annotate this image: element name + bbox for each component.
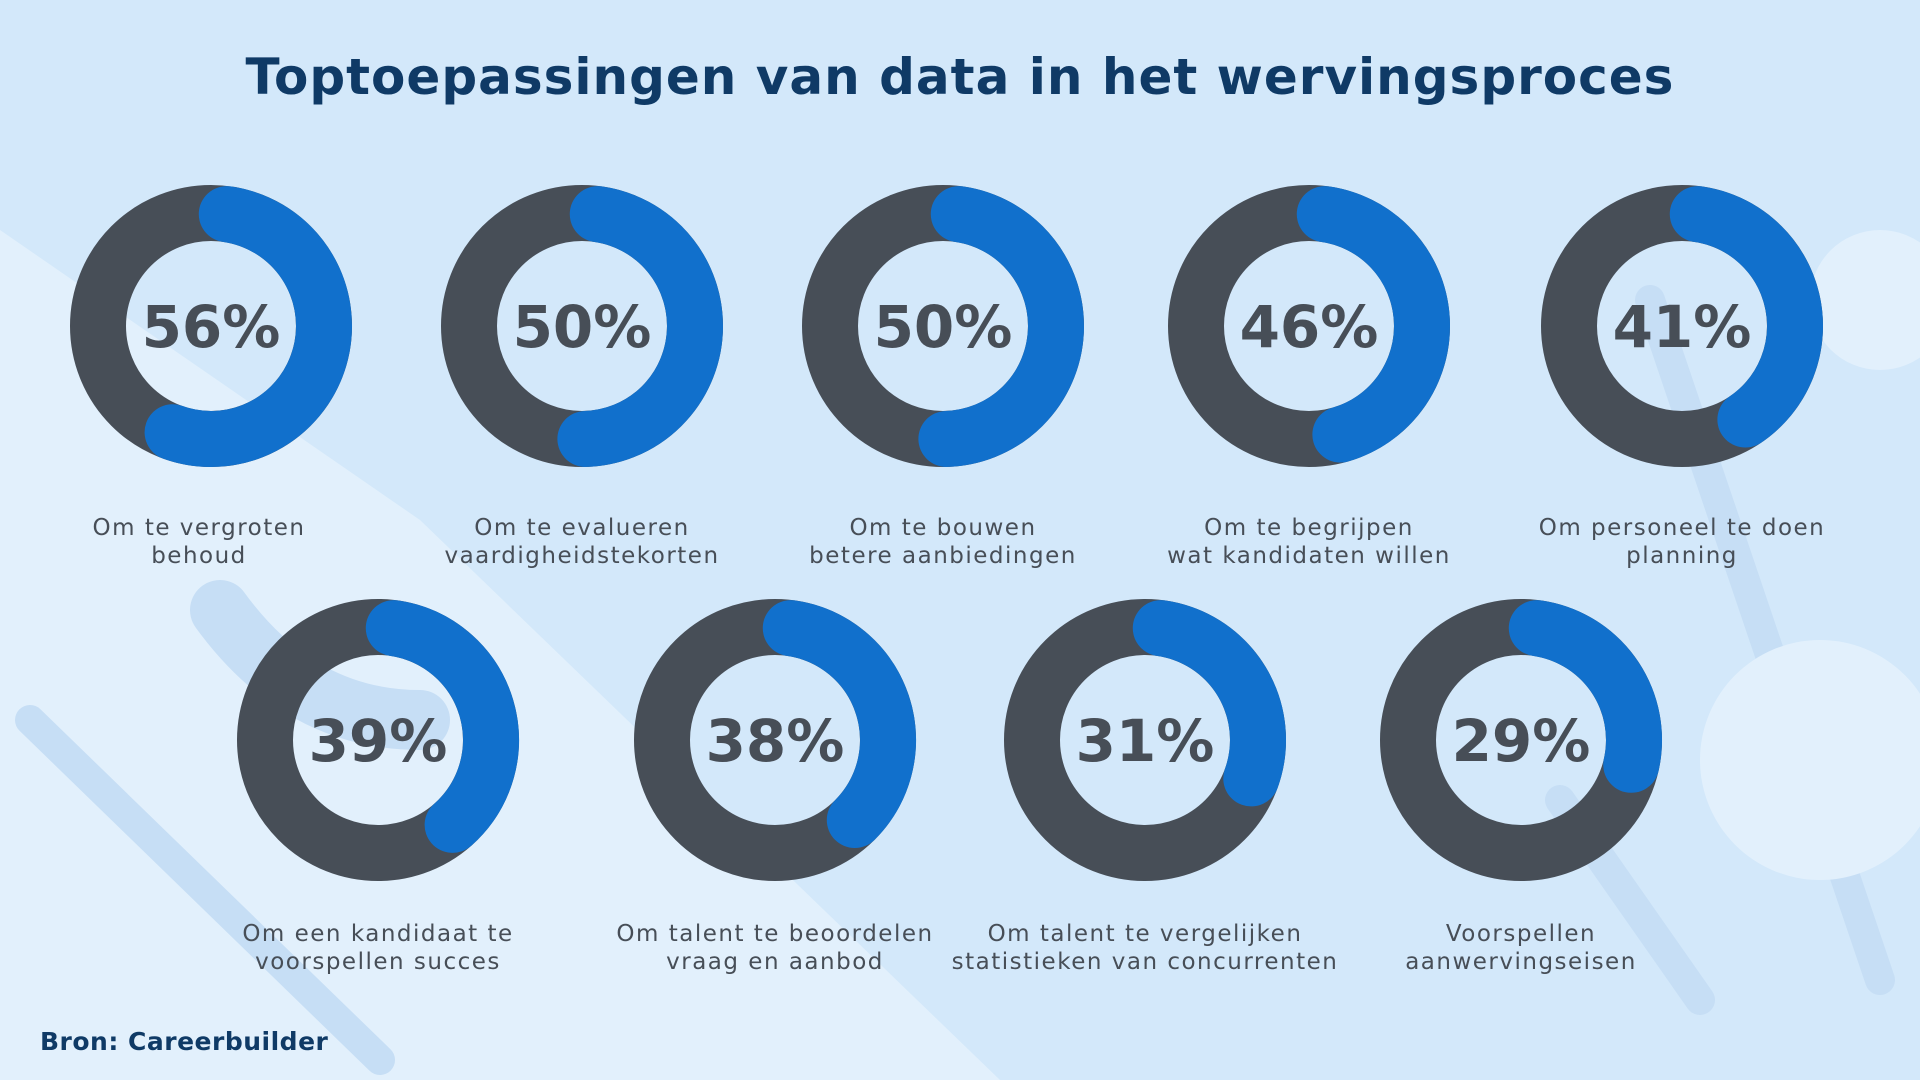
percent-label: 39% (309, 707, 448, 775)
percent-label: 41% (1613, 293, 1752, 361)
caption-line: vaardigheidstekorten (444, 543, 720, 569)
donut-caption: Om te evalueren vaardigheidstekorten (372, 514, 792, 570)
donut-1: 56% (70, 185, 352, 467)
donut-caption: Om te begrijpen wat kandidaten willen (1099, 514, 1519, 570)
percent-label: 50% (513, 293, 652, 361)
caption-line: Om talent te vergelijken (987, 921, 1303, 947)
donut-caption: Om talent te vergelijken statistieken van… (935, 920, 1355, 976)
donut-value-arc (557, 186, 723, 467)
caption-line: aanwervingseisen (1405, 949, 1637, 975)
caption-line: Voorspellen (1445, 921, 1597, 947)
donut-value-arc (1296, 186, 1450, 463)
caption-line: Om een kandidaat te (242, 921, 514, 947)
donut-5: 41% (1541, 185, 1823, 467)
donut-value-arc (1508, 600, 1662, 793)
percent-label: 29% (1452, 707, 1591, 775)
caption-line: vraag en aanbod (666, 949, 884, 975)
caption-line: Om te begrijpen (1204, 515, 1414, 541)
donut-6: 39% (237, 599, 519, 881)
percent-label: 38% (706, 707, 845, 775)
caption-line: Om te evalueren (474, 515, 690, 541)
caption-line: Om te bouwen (849, 515, 1037, 541)
donut-value-arc (1669, 186, 1823, 448)
caption-line: betere aanbiedingen (809, 543, 1077, 569)
donut-9: 29% (1380, 599, 1662, 881)
source-note: Bron: Careerbuilder (40, 1027, 329, 1056)
percent-label: 56% (142, 293, 281, 361)
percent-label: 31% (1076, 707, 1215, 775)
donut-value-arc (918, 186, 1084, 467)
donut-caption: Voorspellen aanwervingseisen (1311, 920, 1731, 976)
caption-line: planning (1626, 543, 1738, 569)
percent-label: 46% (1240, 293, 1379, 361)
donut-caption: Om te vergroten behoud (0, 514, 409, 570)
caption-line: Om te vergroten (92, 515, 306, 541)
page-title: Toptoepassingen van data in het wervings… (245, 48, 1675, 106)
caption-line: voorspellen succes (255, 949, 501, 975)
donut-caption: Om te bouwen betere aanbiedingen (733, 514, 1153, 570)
caption-line: statistieken van concurrenten (951, 949, 1339, 975)
caption-line: Om talent te beoordelen (616, 921, 934, 947)
donut-caption: Om personeel te doen planning (1472, 514, 1892, 570)
donut-3: 50% (802, 185, 1084, 467)
donut-value-arc (762, 600, 916, 849)
donut-caption: Om een kandidaat te voorspellen succes (168, 920, 588, 976)
donut-caption: Om talent te beoordelen vraag en aanbod (565, 920, 985, 976)
caption-line: behoud (151, 543, 247, 569)
donut-4: 46% (1168, 185, 1450, 467)
donut-value-arc (365, 600, 519, 853)
donut-7: 38% (634, 599, 916, 881)
donut-8: 31% (1004, 599, 1286, 881)
caption-line: Om personeel te doen (1538, 515, 1826, 541)
caption-line: wat kandidaten willen (1167, 543, 1451, 569)
donut-value-arc (1132, 600, 1286, 807)
donut-value-arc (144, 186, 352, 467)
donut-2: 50% (441, 185, 723, 467)
percent-label: 50% (874, 293, 1013, 361)
